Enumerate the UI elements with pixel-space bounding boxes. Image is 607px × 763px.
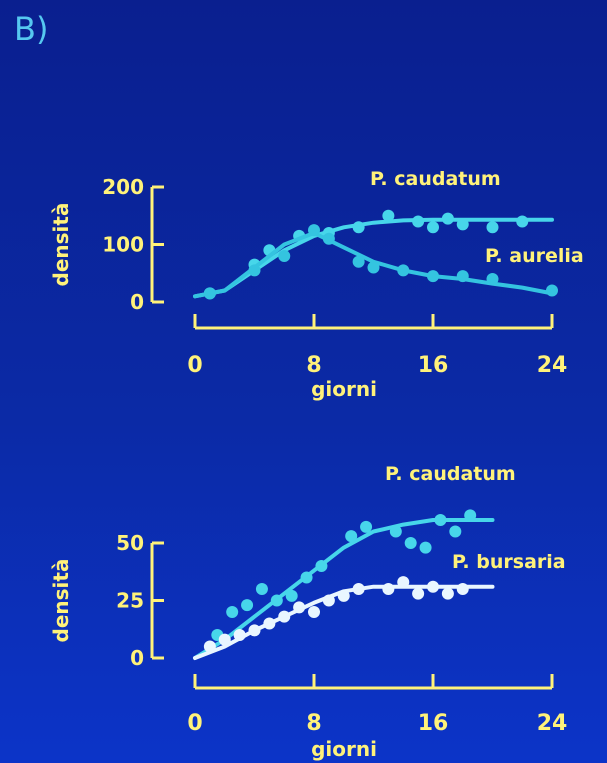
series-label: P. caudatum	[370, 168, 501, 190]
y-tick-label: 25	[116, 589, 144, 613]
data-point	[203, 640, 216, 653]
data-point	[352, 583, 365, 595]
y-axis-label: densità	[49, 559, 73, 643]
data-point	[226, 606, 239, 618]
x-axis-label: giorni	[311, 377, 377, 401]
y-axis-label: densità	[49, 203, 73, 287]
data-point	[278, 250, 291, 262]
data-point	[397, 576, 410, 589]
y-tick-label: 50	[116, 531, 144, 555]
series-label: P. caudatum	[385, 463, 516, 485]
x-tick-label: 24	[537, 711, 568, 736]
data-point	[456, 270, 469, 283]
data-point	[382, 583, 395, 595]
data-point	[546, 284, 558, 297]
data-point	[486, 221, 499, 234]
data-point	[486, 273, 499, 285]
data-point	[255, 583, 268, 595]
data-point	[285, 589, 298, 602]
series-1: P. caudatum	[193, 463, 516, 660]
y-tick-label: 0	[130, 290, 144, 314]
series-2: P. aurelia	[193, 224, 584, 300]
data-point	[203, 287, 216, 300]
data-point	[367, 261, 380, 274]
data-point	[248, 624, 261, 637]
data-point	[397, 264, 410, 277]
data-point	[345, 530, 358, 543]
data-point	[456, 583, 469, 595]
data-point	[241, 599, 254, 612]
data-point	[352, 255, 365, 268]
data-point	[322, 232, 335, 245]
data-point	[300, 571, 313, 584]
x-axis-label: giorni	[311, 737, 377, 761]
y-tick-label: 200	[102, 175, 144, 199]
data-point	[218, 633, 231, 646]
series-2: P. bursaria	[193, 551, 566, 660]
data-point	[456, 218, 469, 231]
data-point	[434, 514, 447, 526]
data-point	[427, 580, 439, 593]
data-point	[427, 221, 439, 234]
x-tick-label: 16	[418, 711, 449, 736]
data-point	[389, 525, 402, 538]
data-point	[293, 601, 306, 614]
series-label: P. aurelia	[485, 245, 584, 267]
data-point	[427, 270, 439, 283]
data-point	[404, 537, 417, 549]
data-point	[308, 606, 320, 618]
panel-label: B)	[14, 10, 49, 48]
x-tick-label: 8	[306, 353, 321, 378]
data-point	[315, 560, 328, 572]
data-point	[516, 215, 529, 228]
y-tick-label: 100	[102, 233, 144, 257]
data-point	[270, 594, 283, 607]
data-point	[308, 224, 320, 237]
x-tick-label: 0	[187, 353, 202, 378]
data-point	[278, 610, 291, 623]
data-point	[412, 215, 425, 228]
x-tick-label: 8	[306, 711, 321, 736]
data-point	[233, 629, 246, 641]
data-point	[248, 264, 261, 277]
chart-2: 0 25 50 densità 0 8 16 24 giorni P. caudatum P. bu…	[49, 463, 567, 761]
data-point	[441, 212, 454, 225]
data-point	[263, 617, 276, 630]
chart-1: 0 100 200 densità 0 8 16 24 giorni P. caudatum P. …	[49, 168, 584, 401]
data-point	[322, 594, 335, 607]
x-tick-label: 24	[537, 353, 568, 378]
y-tick-label: 0	[130, 646, 144, 670]
data-point	[449, 525, 462, 538]
series-label: P. bursaria	[452, 551, 566, 573]
data-point	[382, 209, 395, 222]
data-point	[441, 587, 454, 600]
data-point	[412, 587, 425, 600]
data-point	[360, 520, 373, 533]
x-tick-label: 0	[187, 711, 202, 736]
data-point	[464, 509, 477, 522]
data-point	[337, 589, 350, 602]
data-point	[352, 221, 365, 234]
data-point	[419, 541, 432, 554]
x-tick-label: 16	[418, 353, 449, 378]
